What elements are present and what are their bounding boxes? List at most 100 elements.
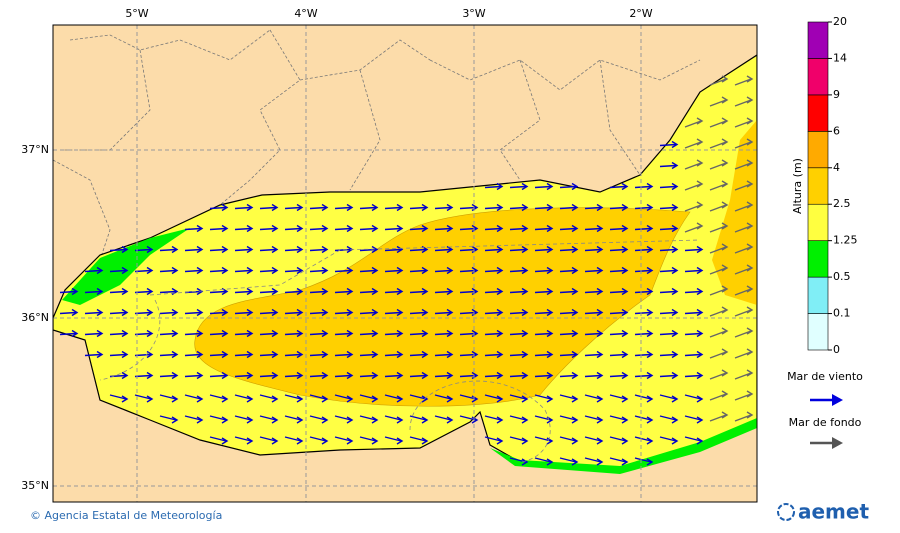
arrow: [659, 227, 677, 231]
arrow: [384, 206, 402, 210]
arrow-head: [696, 287, 704, 296]
arrow-head: [246, 329, 254, 338]
colorbar-label: 4: [833, 161, 840, 174]
arrow-head: [346, 203, 354, 212]
lon-label: 3°W: [462, 7, 485, 20]
arrow-head: [546, 458, 554, 466]
arrow: [709, 372, 727, 380]
arrow: [334, 436, 352, 442]
arrow: [684, 394, 702, 400]
arrow: [659, 415, 677, 421]
arrow-head: [271, 203, 279, 212]
arrow: [184, 332, 202, 336]
arrow-head: [671, 395, 679, 403]
arrow-head: [371, 224, 379, 233]
arrow: [709, 246, 727, 254]
colorbar-segment: [807, 276, 829, 314]
arrow: [434, 394, 452, 400]
arrow-head: [246, 437, 254, 445]
arrow: [259, 374, 277, 378]
arrow: [359, 227, 377, 231]
arrow: [459, 311, 477, 315]
arrow-head: [646, 287, 654, 296]
arrow: [259, 290, 277, 294]
arrow: [509, 436, 527, 442]
arrow: [159, 332, 177, 336]
arrow-head: [321, 245, 329, 254]
colorbar-segment: [807, 313, 829, 351]
arrow: [634, 227, 652, 231]
lon-label: 5°W: [125, 7, 148, 20]
arrow: [559, 332, 577, 336]
arrow: [484, 269, 502, 273]
arrow-head: [621, 308, 629, 317]
arrow-head: [621, 287, 629, 296]
arrow-head: [621, 350, 629, 359]
arrow: [634, 311, 652, 315]
arrow: [484, 227, 502, 231]
arrow-head: [196, 416, 204, 424]
arrow: [659, 394, 677, 400]
arrow-head: [646, 350, 654, 359]
arrow: [709, 414, 727, 422]
arrow: [459, 374, 477, 378]
arrow: [259, 436, 277, 442]
arrow: [634, 290, 652, 294]
arrow-head: [696, 308, 704, 317]
arrow: [84, 269, 102, 273]
arrow: [709, 267, 727, 275]
arrow-head: [646, 371, 654, 380]
arrow-head: [296, 203, 304, 212]
colorbar-title: Altura (m): [791, 158, 804, 214]
arrow: [484, 374, 502, 378]
arrow-head: [446, 203, 454, 212]
arrow: [209, 374, 227, 378]
arrow-head: [596, 437, 604, 445]
zone-orange-east: [712, 120, 757, 305]
arrow-head: [421, 371, 429, 380]
arrow-head: [521, 308, 529, 317]
arrow-head: [671, 182, 679, 191]
arrow: [434, 415, 452, 421]
arrow-head: [121, 350, 129, 359]
arrow-head: [71, 308, 79, 317]
arrow-head: [496, 437, 504, 445]
arrow-head: [571, 287, 579, 296]
arrow-head: [521, 416, 529, 424]
arrow: [184, 248, 202, 252]
arrow: [734, 141, 752, 149]
arrow-head: [421, 287, 429, 296]
arrow: [659, 290, 677, 294]
arrow: [484, 248, 502, 252]
arrow: [434, 206, 452, 210]
arrow: [184, 227, 202, 231]
arrow: [234, 311, 252, 315]
arrow-head: [521, 395, 529, 403]
arrow: [684, 436, 702, 442]
arrow: [409, 332, 427, 336]
arrow-head: [371, 437, 379, 445]
arrow: [684, 141, 702, 149]
arrow: [409, 394, 427, 400]
arrow: [234, 394, 252, 400]
arrow: [734, 162, 752, 170]
arrow: [609, 290, 627, 294]
arrow: [684, 248, 702, 252]
zone-orange: [194, 207, 691, 407]
arrow: [359, 415, 377, 421]
arrow: [584, 415, 602, 421]
arrow: [334, 290, 352, 294]
arrow: [509, 415, 527, 421]
borders: [53, 29, 701, 261]
arrow-head: [646, 182, 654, 191]
arrow-head: [446, 224, 454, 233]
arrow: [209, 311, 227, 315]
arrow-head: [321, 287, 329, 296]
arrow-head: [671, 329, 679, 338]
arrow: [409, 248, 427, 252]
arrow: [609, 394, 627, 400]
arrow-head: [421, 203, 429, 212]
arrow-head: [371, 287, 379, 296]
arrow-head: [746, 138, 754, 146]
arrow-head: [271, 266, 279, 275]
